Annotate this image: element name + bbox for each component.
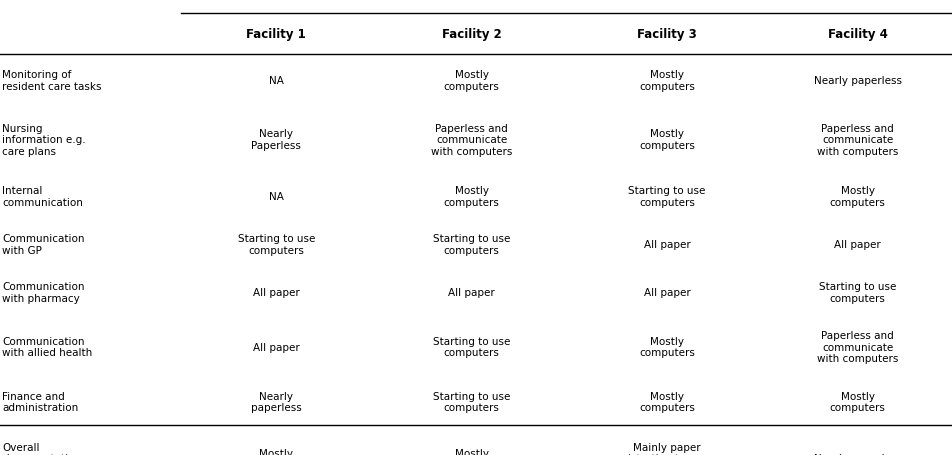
Text: Paperless and
communicate
with computers: Paperless and communicate with computers [816,123,898,157]
Text: Mostly
computers: Mostly computers [829,186,884,207]
Text: Starting to use
computers: Starting to use computers [432,391,510,412]
Text: Starting to use
computers: Starting to use computers [432,336,510,358]
Text: Starting to use
computers: Starting to use computers [432,234,510,255]
Text: Monitoring of
resident care tasks: Monitoring of resident care tasks [2,70,101,91]
Text: Mostly
computers: Mostly computers [248,448,304,455]
Text: Mostly
computers: Mostly computers [444,448,499,455]
Text: Starting to use
computers: Starting to use computers [237,234,315,255]
Text: Mostly
computers: Mostly computers [444,70,499,91]
Text: Finance and
administration: Finance and administration [2,391,78,412]
Text: Mostly
computers: Mostly computers [639,336,694,358]
Text: All paper: All paper [252,342,300,352]
Text: Paperless and
communicate
with computers: Paperless and communicate with computers [816,330,898,364]
Text: Mainly paper
(starting to use
computers): Mainly paper (starting to use computers) [626,442,706,455]
Text: Internal
communication: Internal communication [2,186,83,207]
Text: Mostly
computers: Mostly computers [829,391,884,412]
Text: Nursing
information e.g.
care plans: Nursing information e.g. care plans [2,123,86,157]
Text: Mostly
computers: Mostly computers [444,186,499,207]
Text: All paper: All paper [643,240,690,249]
Text: Mostly
computers: Mostly computers [639,391,694,412]
Text: NA: NA [268,192,284,202]
Text: Facility 4: Facility 4 [827,28,886,40]
Text: NA: NA [268,76,284,86]
Text: Mostly
computers: Mostly computers [639,129,694,151]
Text: Nearly paperless: Nearly paperless [813,454,901,455]
Text: Communication
with pharmacy: Communication with pharmacy [2,282,85,303]
Text: All paper: All paper [447,288,495,297]
Text: Overall
documentation
system: Overall documentation system [2,442,81,455]
Text: Nearly paperless: Nearly paperless [813,76,901,86]
Text: Paperless and
communicate
with computers: Paperless and communicate with computers [430,123,512,157]
Text: Nearly
paperless: Nearly paperless [250,391,302,412]
Text: Starting to use
computers: Starting to use computers [627,186,705,207]
Text: Starting to use
computers: Starting to use computers [818,282,896,303]
Text: Communication
with allied health: Communication with allied health [2,336,92,358]
Text: Mostly
computers: Mostly computers [639,70,694,91]
Text: All paper: All paper [252,288,300,297]
Text: Facility 1: Facility 1 [247,28,306,40]
Text: Facility 2: Facility 2 [442,28,501,40]
Text: All paper: All paper [643,288,690,297]
Text: All paper: All paper [833,240,881,249]
Text: Communication
with GP: Communication with GP [2,234,85,255]
Text: Nearly
Paperless: Nearly Paperless [251,129,301,151]
Text: Facility 3: Facility 3 [637,28,696,40]
